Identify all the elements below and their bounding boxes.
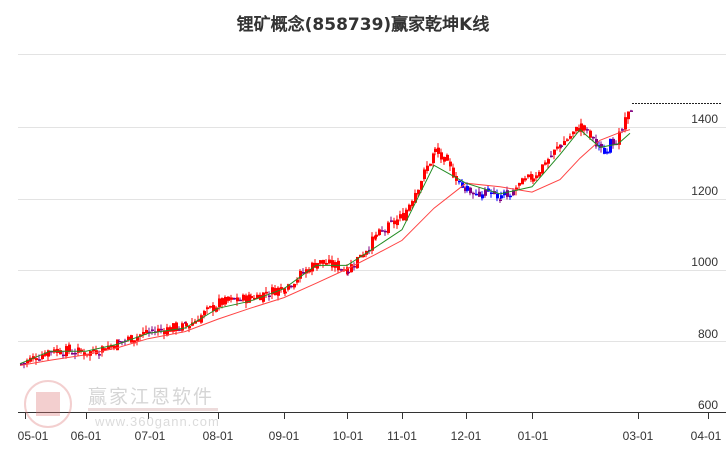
x-tick-01-01: 01-01	[517, 429, 549, 443]
x-tick-06-01: 06-01	[70, 429, 102, 443]
x-tick-07-01: 07-01	[134, 429, 166, 443]
y-tick-1000: 1000	[691, 255, 718, 269]
x-tick-09-01: 09-01	[268, 429, 300, 443]
x-tick-10-01: 10-01	[332, 429, 364, 443]
x-tick-03-01: 03-01	[622, 429, 654, 443]
x-tick-08-01: 08-01	[202, 429, 234, 443]
chart-title: 锂矿概念(858739)赢家乾坤K线	[236, 15, 490, 35]
x-tick-11-01: 11-01	[387, 429, 417, 443]
ma-long-line	[19, 129, 631, 366]
ma-short-line	[19, 128, 631, 365]
x-tick-04-01: 04-01	[690, 429, 722, 443]
x-tick-12-01: 12-01	[450, 429, 482, 443]
candles	[20, 109, 633, 369]
y-tick-1400: 1400	[691, 112, 718, 126]
gridlines	[18, 54, 726, 342]
y-tick-800: 800	[697, 327, 718, 341]
y-tick-600: 600	[697, 398, 718, 412]
y-tick-1200: 1200	[691, 184, 718, 198]
x-axis	[18, 412, 726, 419]
x-tick-05-01: 05-01	[17, 429, 49, 443]
